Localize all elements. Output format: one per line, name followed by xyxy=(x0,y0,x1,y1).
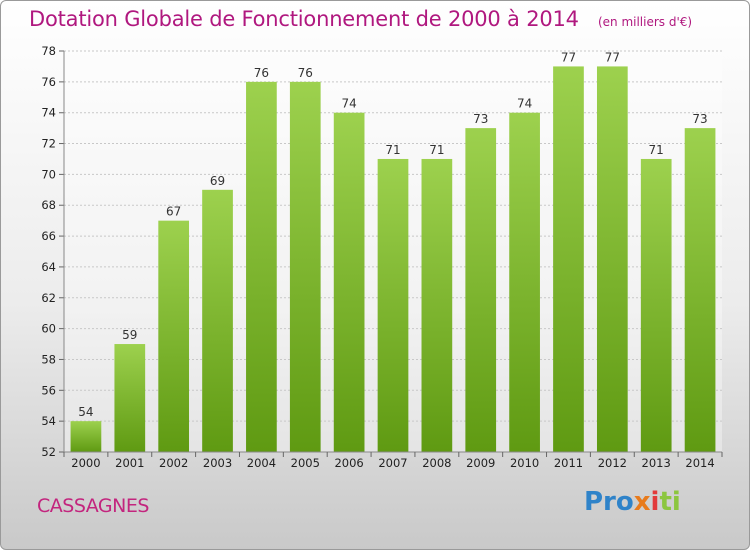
x-tick-label-2007: 2007 xyxy=(378,456,407,470)
x-tick-label-2008: 2008 xyxy=(422,456,451,470)
value-label-2011: 77 xyxy=(561,50,576,64)
bar-2010 xyxy=(509,112,540,452)
value-label-2006: 74 xyxy=(341,97,356,111)
bar-2000 xyxy=(70,421,102,452)
logo-part-2: x xyxy=(633,487,651,517)
bar-2007 xyxy=(377,158,409,452)
bar-2013 xyxy=(640,158,672,452)
y-tick-label: 74 xyxy=(41,106,56,120)
value-label-2007: 71 xyxy=(385,143,400,157)
x-tick-label-2014: 2014 xyxy=(685,456,714,470)
value-label-2009: 73 xyxy=(473,112,488,126)
x-tick-label-2002: 2002 xyxy=(159,456,188,470)
x-tick-label-2011: 2011 xyxy=(554,456,583,470)
x-tick-label-2000: 2000 xyxy=(71,456,100,470)
y-tick-label: 76 xyxy=(41,75,56,89)
logo-part-1: Pro xyxy=(584,487,634,517)
bar-2006 xyxy=(333,112,365,452)
y-tick-label: 64 xyxy=(41,260,56,274)
value-label-2001: 59 xyxy=(122,328,137,342)
y-tick-label: 78 xyxy=(41,44,56,58)
x-tick-label-2010: 2010 xyxy=(510,456,539,470)
x-tick-label-2012: 2012 xyxy=(598,456,627,470)
value-label-2010: 74 xyxy=(517,97,532,111)
y-tick-label: 62 xyxy=(41,291,56,305)
bar-2012 xyxy=(596,66,628,452)
bar-2002 xyxy=(158,220,190,452)
value-label-2000: 54 xyxy=(78,405,93,419)
commune-name: CASSAGNES xyxy=(37,495,149,517)
bar-2003 xyxy=(202,189,233,453)
value-label-2002: 67 xyxy=(166,205,181,219)
x-tick-label-2006: 2006 xyxy=(334,456,363,470)
y-tick-label: 58 xyxy=(41,352,56,366)
y-tick-label: 66 xyxy=(41,229,56,243)
x-tick-label-2009: 2009 xyxy=(466,456,495,470)
bar-2009 xyxy=(465,128,497,452)
value-label-2004: 76 xyxy=(254,66,269,80)
chart-title: Dotation Globale de Fonctionnement de 20… xyxy=(29,7,579,31)
value-label-2012: 77 xyxy=(605,50,620,64)
bar-2011 xyxy=(553,66,584,452)
chart-header: Dotation Globale de Fonctionnement de 20… xyxy=(29,7,692,31)
y-tick-label: 70 xyxy=(41,167,56,181)
bar-2005 xyxy=(289,81,321,452)
bar-2004 xyxy=(246,81,277,452)
x-tick-label-2001: 2001 xyxy=(115,456,144,470)
bar-2008 xyxy=(421,158,453,452)
value-label-2008: 71 xyxy=(429,143,444,157)
x-tick-label-2013: 2013 xyxy=(642,456,671,470)
y-tick-label: 56 xyxy=(41,383,56,397)
y-tick-label: 72 xyxy=(41,137,56,151)
chart-subtitle: (en milliers d'€) xyxy=(597,15,693,29)
y-tick-label: 54 xyxy=(41,414,56,428)
y-tick-label: 68 xyxy=(41,198,56,212)
x-tick-label-2005: 2005 xyxy=(291,456,320,470)
x-tick-label-2004: 2004 xyxy=(247,456,276,470)
value-label-2005: 76 xyxy=(298,66,313,80)
value-label-2014: 73 xyxy=(692,112,707,126)
bar-2001 xyxy=(114,344,146,452)
logo-part-4: ti xyxy=(659,487,681,517)
y-tick-label: 52 xyxy=(41,445,56,459)
logo-part-3: i xyxy=(650,487,660,517)
value-label-2003: 69 xyxy=(210,174,225,188)
y-tick-label: 60 xyxy=(41,322,56,336)
x-tick-label-2003: 2003 xyxy=(203,456,232,470)
proxiti-logo[interactable]: Proxiti xyxy=(584,487,681,517)
bar-2014 xyxy=(684,128,716,452)
value-label-2013: 71 xyxy=(649,143,664,157)
